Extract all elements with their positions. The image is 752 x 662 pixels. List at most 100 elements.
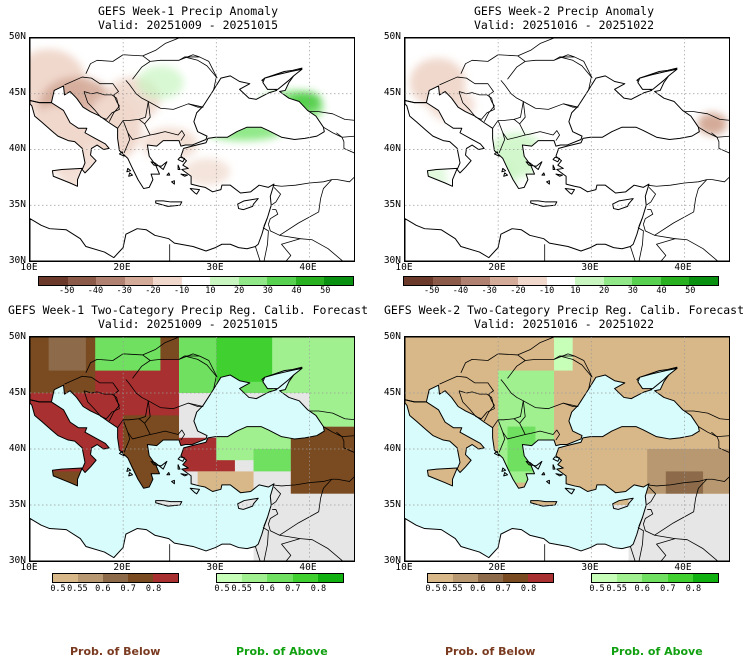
- lon-label-20e: 20E: [488, 562, 506, 573]
- island: [189, 188, 200, 195]
- border-line: [716, 436, 729, 454]
- country-borders: [439, 38, 729, 261]
- anomaly-map: [404, 37, 730, 262]
- border-line: [638, 217, 643, 227]
- border-line: [563, 402, 579, 407]
- lat-label-35n: 35N: [8, 199, 26, 210]
- dry-area: [697, 112, 728, 136]
- panel-week2-probability: GEFS Week-2 Two-Category Precip Reg. Cal…: [376, 300, 752, 662]
- panel-valid-dates: Valid: 20251016 - 20251022: [473, 18, 654, 32]
- below-area: [197, 471, 254, 494]
- panel-valid-dates: Valid: 20251009 - 20251015: [97, 317, 278, 331]
- map-canvas: [405, 38, 729, 261]
- lon-label-40e: 40E: [299, 562, 317, 573]
- colorbar-swatch: [78, 574, 103, 582]
- country-borders: [64, 337, 354, 561]
- colorbar-tick-label: 50: [685, 286, 696, 296]
- lat-label-30n: 30N: [383, 555, 401, 566]
- colorbar-tick-label: 40: [656, 286, 667, 296]
- lon-label-40e: 40E: [674, 262, 692, 273]
- border-line: [458, 390, 495, 420]
- colorbar-swatch: [242, 574, 268, 582]
- border-line: [336, 431, 343, 437]
- border-line: [630, 546, 636, 561]
- legend-prob-below: Prob. of Below: [70, 645, 161, 658]
- lat-label-45n: 45N: [383, 387, 401, 398]
- border-line: [268, 179, 333, 236]
- island: [564, 188, 575, 195]
- dry-area: [30, 104, 91, 172]
- lon-label-20e: 20E: [113, 262, 131, 273]
- border-line: [142, 38, 180, 57]
- colorbar-tick-label: -10: [173, 286, 190, 296]
- above-colorbar: [591, 573, 719, 583]
- colorbar-swatch: [461, 277, 490, 285]
- border-line: [127, 431, 151, 440]
- border-line: [144, 101, 151, 125]
- lon-label-10e: 10E: [20, 262, 38, 273]
- sea-of-azov: [637, 68, 678, 90]
- border-line: [144, 400, 151, 424]
- border-line: [643, 209, 654, 225]
- island: [541, 471, 546, 476]
- island: [126, 167, 132, 173]
- island: [546, 180, 550, 185]
- coastline: [51, 467, 83, 487]
- colorbar-swatch: [96, 277, 125, 285]
- graticule: [30, 38, 354, 261]
- border-line: [336, 132, 343, 138]
- border-line: [507, 56, 592, 91]
- border-line: [517, 38, 555, 57]
- island: [128, 172, 133, 177]
- colorbar-tick-label: 0.55: [442, 584, 463, 594]
- colorbar-swatch: [153, 277, 182, 285]
- border-line: [698, 426, 729, 438]
- colorbar-swatch: [292, 574, 318, 582]
- border-line: [148, 101, 204, 110]
- border-line: [675, 538, 719, 561]
- border-line: [83, 91, 120, 120]
- coastline: [530, 500, 558, 507]
- colorbar-tick-label: -30: [481, 286, 497, 296]
- sea-of-azov: [637, 367, 678, 390]
- border-line: [85, 353, 151, 374]
- colorbar-tick-label: -20: [510, 286, 526, 296]
- colorbar-tick-label: 0.7: [285, 584, 301, 594]
- panel-title: GEFS Week-2 Two-Category Precip Reg. Cal…: [383, 303, 745, 317]
- border-line: [64, 76, 120, 122]
- coastline: [51, 167, 83, 187]
- border-line: [270, 187, 282, 206]
- island: [546, 479, 550, 485]
- island: [564, 487, 575, 495]
- coastlines: [30, 38, 354, 261]
- border-line: [647, 177, 729, 187]
- border-line: [125, 80, 149, 120]
- border-line: [300, 238, 344, 261]
- border-line: [178, 54, 200, 61]
- colorbar-tick-label: -50: [424, 286, 440, 296]
- below-colorbar: [427, 573, 554, 583]
- border-line: [519, 400, 526, 424]
- coastline: [405, 38, 729, 261]
- island: [552, 156, 561, 163]
- border-line: [122, 419, 131, 453]
- colorbar-tick-label: 0.55: [606, 584, 627, 594]
- colorbar-tick-label: 0.7: [120, 584, 136, 594]
- colorbar-tick-label: -40: [452, 286, 469, 296]
- border-line: [279, 234, 301, 261]
- lat-label-40n: 40N: [383, 143, 401, 154]
- border-line: [262, 227, 269, 261]
- border-line: [645, 187, 657, 206]
- coastline: [530, 200, 558, 207]
- lat-label-40n: 40N: [383, 443, 401, 454]
- above-area: [253, 449, 291, 472]
- border-line: [439, 375, 495, 422]
- island: [177, 456, 186, 462]
- colorbar-tick-label: -50: [59, 286, 75, 296]
- above-area: [554, 337, 573, 371]
- border-line: [563, 103, 579, 108]
- lon-label-30e: 30E: [581, 562, 599, 573]
- lon-label-10e: 10E: [20, 562, 38, 573]
- border-line: [497, 120, 506, 154]
- colorbar-tick-label: 30: [262, 286, 273, 296]
